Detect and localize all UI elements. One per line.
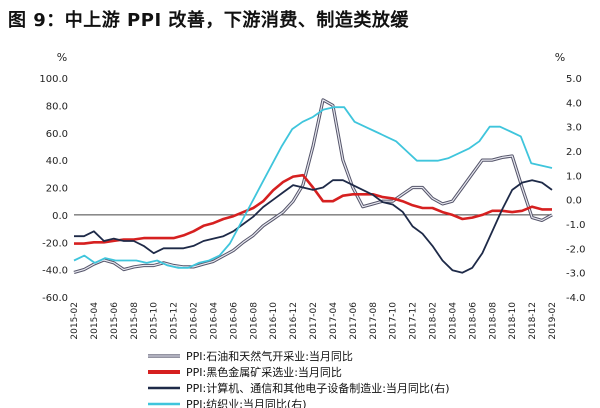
x-tick-label: 2016-08	[249, 302, 259, 340]
right-y-tick-label: 2.0	[566, 147, 582, 158]
x-tick-label: 2016-10	[269, 302, 279, 340]
series-line-3	[73, 106, 553, 269]
x-tick-label: 2018-04	[448, 302, 458, 340]
legend: PPI:石油和天然气开采业:当月同比 PPI:黑色金属矿采选业:当月同比 PPI:计…	[148, 349, 450, 408]
legend-label: PPI:黑色金属矿采选业:当月同比	[186, 365, 342, 379]
series-line-1	[74, 173, 552, 245]
x-tick-label: 2017-10	[389, 302, 399, 340]
left-y-tick-label: -60.0	[42, 293, 68, 304]
right-y-tick-label: 0.0	[566, 196, 582, 207]
x-tick-label: 2016-04	[209, 302, 219, 340]
right-y-tick-label: 1.0	[566, 171, 582, 182]
x-tick-label: 2018-10	[508, 302, 518, 340]
x-tick-label: 2018-12	[528, 302, 538, 340]
x-tick-label: 2015-04	[90, 302, 100, 340]
x-tick-label: 2018-06	[468, 302, 478, 340]
x-tick-label: 2015-08	[130, 302, 140, 340]
right-axis-unit: %	[555, 51, 565, 64]
left-y-tick-label: -40.0	[42, 266, 68, 277]
left-y-tick-label: 60.0	[46, 129, 68, 140]
legend-label: PPI:计算机、通信和其他电子设备制造业:当月同比(右)	[186, 381, 450, 395]
series-line-0	[73, 99, 553, 273]
left-y-tick-label: 40.0	[46, 156, 68, 167]
right-y-tick-label: -1.0	[566, 220, 586, 231]
x-tick-label: 2017-12	[409, 302, 419, 340]
x-tick-label: 2015-02	[70, 302, 80, 340]
right-y-tick-label: -2.0	[566, 244, 586, 255]
left-y-tick-label: 80.0	[46, 101, 68, 112]
x-tick-label: 2017-06	[349, 302, 359, 340]
x-tick-label: 2016-02	[190, 302, 200, 340]
series-line-2	[74, 179, 553, 274]
x-tick-label: 2017-04	[329, 302, 339, 340]
left-y-tick-label: 20.0	[46, 184, 68, 195]
left-axis-unit: %	[57, 51, 67, 64]
right-y-tick-label: -4.0	[566, 293, 586, 304]
left-y-tick-label: 100.0	[39, 74, 68, 85]
x-tick-label: 2019-02	[548, 302, 558, 340]
right-y-tick-label: 5.0	[566, 74, 582, 85]
figure-title: 图 9：中上游 PPI 改善，下游消费、制造类放缓	[8, 10, 409, 31]
legend-label: PPI:石油和天然气开采业:当月同比	[186, 349, 353, 363]
right-y-tick-label: -3.0	[566, 269, 586, 280]
x-tick-label: 2016-06	[229, 302, 239, 340]
right-y-tick-label: 4.0	[566, 98, 582, 109]
x-tick-label: 2017-08	[369, 302, 379, 340]
x-tick-label: 2018-02	[429, 302, 439, 340]
left-y-tick-label: -20.0	[42, 238, 68, 249]
right-y-tick-label: 3.0	[566, 123, 582, 134]
x-tick-label: 2015-12	[170, 302, 180, 340]
legend-label: PPI:纺织业:当月同比(右)	[186, 397, 307, 408]
x-tick-label: 2016-12	[289, 302, 299, 340]
x-tick-label: 2017-02	[309, 302, 319, 340]
left-y-tick-label: 0.0	[52, 211, 68, 222]
x-tick-label: 2018-08	[488, 302, 498, 340]
x-tick-label: 2015-06	[110, 302, 120, 340]
plot-area: 100.0 80.0 60.0 40.0 20.0 0.0 -20.0 -40.0 -60.0%…	[39, 51, 585, 340]
x-tick-label: 2015-10	[150, 302, 160, 340]
